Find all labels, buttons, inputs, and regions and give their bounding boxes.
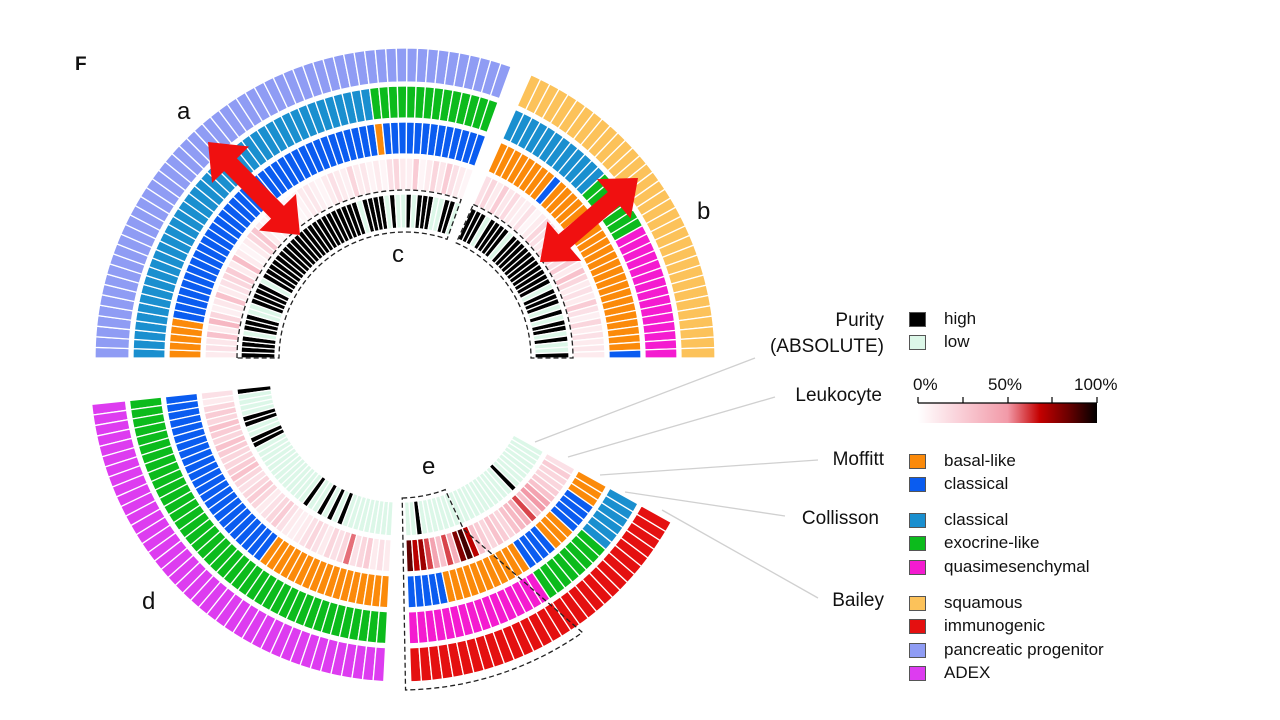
collisson-cell [375,610,389,645]
bailey-cell [635,504,673,533]
collisson-cell [604,487,639,513]
segment-label-c: c [392,241,404,268]
leader-line [661,509,819,599]
bailey-cell [489,62,512,100]
legend-title-collisson: Collisson [801,508,879,529]
legend-item: pancreatic progenitor [909,639,1104,661]
legend-text: classical [944,510,1009,529]
legend-item: immunogenic [909,615,1045,637]
moffitt-cell [397,121,408,155]
legend-text: ADEX [944,663,991,682]
collisson-cell [644,348,678,359]
legend-text: classical [944,474,1009,493]
legend-item: ADEX [909,662,990,684]
purity-cell [534,351,570,359]
purity-cell [399,193,407,229]
colorbar-tick-100: 100% [1074,375,1118,394]
legend-text: squamous [944,593,1023,612]
swatch [909,453,926,469]
swatch [909,512,926,528]
purity-cell [385,500,394,537]
legend-text: pancreatic progenitor [944,640,1104,659]
swatch [909,665,926,681]
legend-title-leukocyte: Leukocyte [795,385,882,406]
moffitt-cell [467,132,487,168]
legend-item-low: low [909,331,970,353]
swatch [909,559,926,575]
double-arrow-icon [208,142,300,235]
legend-text: immunogenic [944,616,1046,635]
legend-title-purity: Purity (ABSOLUTE) [704,308,884,360]
moffitt-cell [378,574,391,609]
legend-title-moffitt: Moffitt [832,449,884,470]
double-arrow-icon [540,178,638,262]
swatch [909,334,926,350]
colorbar-tick-0: 0% [913,375,938,394]
legend-text: quasimesenchymal [944,557,1090,576]
legend-text: basal-like [944,451,1016,470]
leukocyte-cell [398,157,407,191]
collisson-cell [396,85,408,119]
legend-text: exocrine-like [944,533,1040,552]
colorbar-tick-50: 50% [988,375,1023,394]
legend-text: low [944,332,970,351]
segment-label-a: a [177,98,191,125]
leukocyte-cell [381,538,392,573]
purity-title-line1: Purity [835,310,884,331]
panel-label: F [75,54,87,75]
swatch [909,618,926,634]
legend-title-bailey: Bailey [832,590,884,611]
moffitt-cell [574,470,608,495]
legend-item: classical [909,473,1008,495]
leukocyte-colorbar [918,403,1097,423]
swatch [909,535,926,551]
purity-title-line2: (ABSOLUTE) [769,336,884,357]
legend-item: squamous [909,592,1022,614]
segment-label-d: d [142,588,156,615]
leader-line [567,396,776,458]
purity-cell [510,434,545,458]
segment-label-b: b [697,198,711,225]
leukocyte-cell [572,350,606,359]
legend-item: quasimesenchymal [909,556,1090,578]
bailey-cell [372,646,387,683]
legend-item-high: high [909,308,976,330]
leader-line [534,357,756,443]
bailey-cell [384,47,398,84]
swatch [909,311,926,327]
leader-line [624,491,786,517]
collisson-cell [478,98,499,134]
swatch [909,642,926,658]
collisson-cell [387,85,399,120]
dashed-outline-c-a [236,189,462,359]
legend-item: exocrine-like [909,532,1039,554]
moffitt-cell [608,349,642,359]
legend-item: basal-like [909,450,1016,472]
dashed-outline-c-b [455,203,574,359]
legend-item: classical [909,509,1008,531]
swatch [909,595,926,611]
legend-text: high [944,309,977,328]
leader-line [599,459,819,476]
leukocyte-cell [543,452,576,476]
dashed-outline-e [401,488,584,691]
swatch [909,476,926,492]
bailey-cell [395,47,408,83]
segment-label-e: e [422,453,436,480]
bailey-cell [680,346,716,359]
